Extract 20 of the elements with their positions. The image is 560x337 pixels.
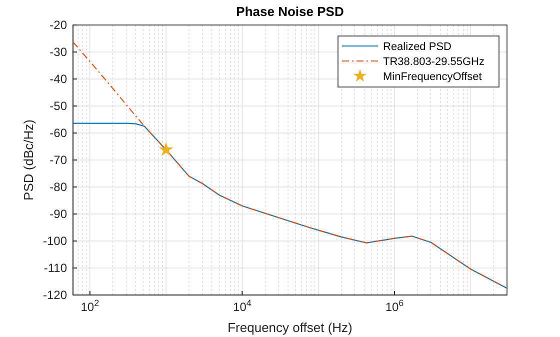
x-tick-label: 10$^{2}$: [80, 298, 100, 314]
legend-label: Realized PSD: [383, 41, 452, 53]
x-axis-title: Frequency offset (Hz): [228, 320, 352, 335]
y-tick-label: -100: [42, 234, 68, 248]
y-tick-label: -40: [50, 72, 68, 86]
x-tick-label: 10$^{6}$: [385, 298, 404, 314]
y-tick-label: -110: [44, 260, 68, 275]
y-tick-label: -120: [42, 288, 68, 302]
y-tick-label: -60: [50, 126, 68, 140]
legend-label: MinFrequencyOffset: [383, 71, 482, 83]
y-tick-label: -90: [50, 206, 68, 221]
x-tick-label: 10$^{4}$: [233, 298, 252, 314]
y-axis-title: PSD (dBc/Hz): [21, 120, 36, 200]
y-tick-label: -50: [50, 98, 68, 113]
y-tick-label: -30: [50, 44, 68, 59]
y-tick-label: -80: [50, 180, 68, 194]
chart-title: Phase Noise PSD: [236, 4, 344, 19]
y-tick-label: -20: [50, 18, 68, 32]
y-tick-label: -70: [50, 152, 68, 167]
legend-label: TR38.803-29.55GHz: [383, 56, 484, 68]
